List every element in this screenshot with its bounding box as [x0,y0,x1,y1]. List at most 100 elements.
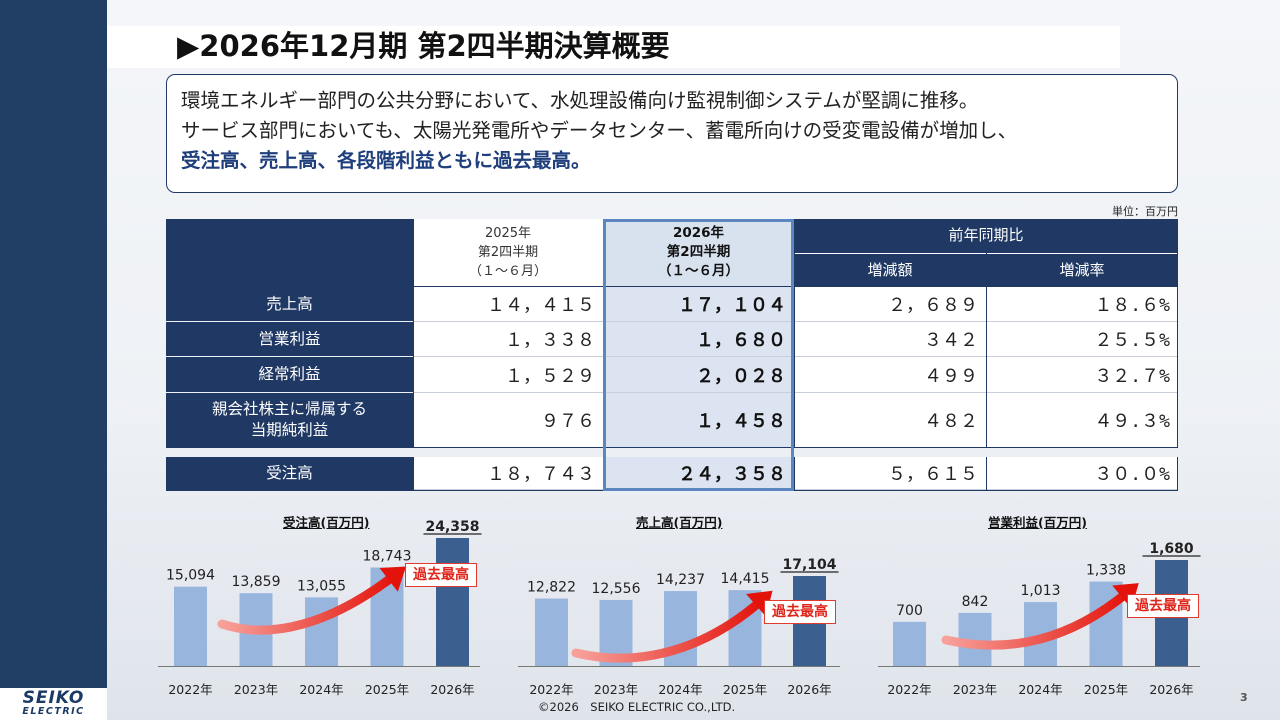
left-sidebar-band [0,0,107,720]
bar-3-2 [958,612,992,666]
row-1-diff: ２，６８９ [794,287,986,322]
category-label-1-1: 2022年 [168,682,212,697]
table-vline-3 [986,219,987,448]
header-current-period-line-2: 第2四半期 [666,244,731,260]
orders-vline-2 [794,457,795,490]
bar-value-label-1-5: 24,358 [425,519,479,535]
summary-highlight-line: 受注高、売上高、各段階利益ともに過去最高。 [181,149,591,172]
record-high-badge-3: 過去最高 [1127,594,1199,618]
row-label-4-line-1: 親会社株主に帰属する [211,400,367,418]
header-current-period-line-1: 2026年 [672,225,725,241]
header-prev-period-line-1: 2025年 [484,226,532,241]
record-high-badge-2: 過去最高 [764,600,836,624]
bar-value-label-3-4: 1,338 [1086,563,1126,579]
table-vline-2 [794,219,795,448]
header-diff: 増減額 [794,253,986,287]
category-label-1-3: 2024年 [299,682,343,697]
bar-1-5 [436,538,469,666]
row-label-4: 親会社株主に帰属する 当期純利益 [166,393,413,447]
orders-vline-3 [986,457,987,490]
bar-2-2 [599,599,633,666]
row-label-1-line-1: 売上高 [266,294,313,313]
header-prev-period-line-2: 第2四半期 [477,245,539,260]
bar-value-label-2-3: 14,237 [656,572,705,588]
bar-value-label-2-2: 12,556 [592,581,641,597]
chart-title-3: 営業利益(百万円) [988,515,1087,530]
bar-3-3 [1024,602,1057,666]
bar-value-label-1-1: 15,094 [166,568,215,584]
bar-2-4 [728,590,762,666]
header-prev-period: 2025年第2四半期 （１～６月） [413,219,603,287]
header-rate: 増減率 [986,253,1178,287]
header-current-period: 2026年第2四半期 （１～６月） [603,219,794,287]
bar-1-3 [305,597,338,666]
row-2-prev: １，３３８ [413,322,603,357]
row-3-rate: ３２.７% [986,357,1178,393]
bar-1-2 [239,593,273,666]
title-bar [107,26,1120,68]
category-label-3-5: 2026年 [1149,682,1193,697]
growth-arrow-1 [217,570,400,635]
orders-prev: １８，７４３ [413,457,603,490]
table-bottom-line [166,447,1178,448]
row-label-2-line-1: 営業利益 [258,329,321,348]
bar-1-1 [174,586,207,666]
chart-title-1: 受注高(百万円) [283,515,370,530]
bar-value-label-2-5: 17,104 [782,557,836,573]
row-label-2: 営業利益 [166,322,413,356]
row-2-diff: ３４２ [794,322,986,357]
orders-vline-1 [603,457,604,490]
category-label-2-1: 2022年 [529,682,573,697]
category-label-3-4: 2025年 [1084,682,1128,697]
company-logo: SEIKO ELECTRIC [0,688,107,720]
category-label-1-4: 2025年 [365,682,409,697]
header-prev-period-line-3: （１～６月） [468,264,547,279]
copyright-footer: ©2026 SEIKO ELECTRIC CO.,LTD. [538,700,736,714]
row-label-4-line-2: 当期純利益 [250,421,329,439]
category-label-1-2: 2023年 [234,682,278,697]
table-header-corner [166,219,413,287]
row-4-diff: ４８２ [794,393,986,448]
row-label-3: 経常利益 [166,357,413,392]
header-current-period-line-3: （１～６月） [658,263,739,279]
logo-line2: ELECTRIC [22,706,85,717]
category-label-3-2: 2023年 [953,682,997,697]
row-4-rate: ４９.３% [986,393,1178,448]
growth-arrow-3 [941,587,1133,650]
growth-arrow-2 [571,595,767,663]
row-2-rate: ２５.５% [986,322,1178,357]
summary-box: 環境エネルギー部門の公共分野において、水処理設備向け監視制御システムが堅調に推移… [166,74,1178,193]
row-1-current: １７，１０４ [603,287,794,322]
row-4-prev: ９７６ [413,393,603,448]
category-label-2-3: 2024年 [658,682,702,697]
bar-2-1 [535,598,568,666]
bar-3-4 [1089,581,1123,666]
bar-value-label-3-3: 1,013 [1020,583,1060,599]
orders-diff: ５，６１５ [794,457,986,490]
row-3-prev: １，５２９ [413,357,603,393]
chart-title-2: 売上高(百万円) [636,515,723,530]
bar-value-label-1-3: 13,055 [297,578,346,594]
category-label-3-3: 2024年 [1018,682,1062,697]
bar-value-label-2-1: 12,822 [527,580,576,596]
orders-vline-4 [1177,457,1178,490]
bar-value-label-2-4: 14,415 [721,571,770,587]
row-label-1: 売上高 [166,287,413,321]
logo-line1: SEIKO [22,688,85,708]
page-number: 3 [1240,691,1248,704]
page-title: ▶2026年12月期 第2四半期決算概要 [177,29,670,63]
bar-value-label-1-2: 13,859 [232,574,281,590]
bar-value-label-3-5: 1,680 [1149,541,1194,557]
category-label-2-4: 2025年 [723,682,767,697]
record-high-badge-1: 過去最高 [405,563,477,587]
bar-value-label-3-1: 700 [896,603,923,619]
row-2-current: １，６８０ [603,322,794,357]
row-3-current: ２，０２８ [603,357,794,393]
summary-line-2: サービス部門においても、太陽光発電所やデータセンター、蓄電所向けの受変電設備が増… [181,119,1018,142]
table-vline-4 [1177,219,1178,448]
category-label-2-5: 2026年 [787,682,831,697]
category-label-1-5: 2026年 [430,682,474,697]
table-vline-0 [413,219,414,448]
bar-1-4 [370,567,404,666]
table-vline-1 [603,219,604,448]
